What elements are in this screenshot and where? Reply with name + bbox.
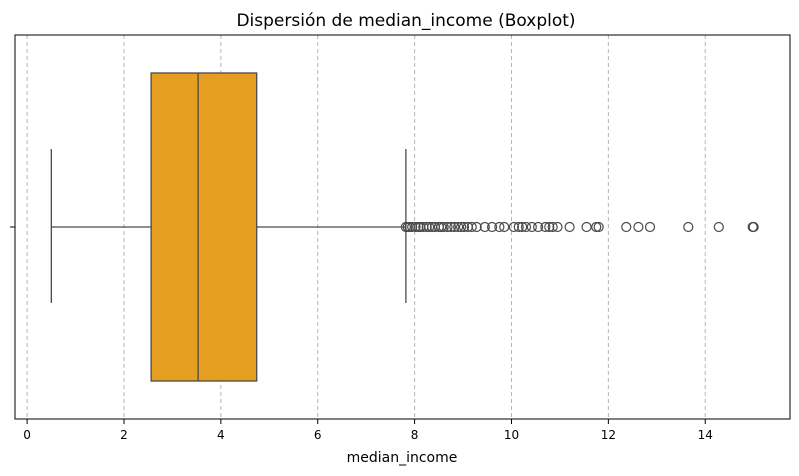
outlier-point [540, 221, 551, 233]
x-tick-label: 2 [120, 428, 128, 442]
outlier-point [526, 221, 537, 233]
x-tick-label: 6 [314, 428, 322, 442]
outlier-point [748, 221, 759, 233]
outlier-point [410, 221, 421, 233]
outlier-point [456, 221, 467, 233]
outlier-point [533, 221, 544, 233]
plot-area [50, 72, 759, 382]
outlier-point [591, 221, 602, 233]
outlier-point [644, 221, 656, 233]
outlier-point [544, 221, 555, 233]
outlier-point [499, 221, 510, 233]
outlier-point [683, 221, 694, 233]
outlier-point [487, 221, 498, 233]
outlier-point [407, 221, 418, 233]
x-tick-label: 14 [698, 428, 713, 442]
outlier-point [458, 221, 470, 233]
x-axis-label: median_income [347, 450, 458, 466]
outlier-point [442, 221, 453, 233]
outlier-point [479, 221, 490, 233]
outlier-point [513, 221, 524, 233]
outlier-point [438, 221, 449, 233]
outlier-point [445, 221, 457, 233]
iqr-box [150, 72, 258, 382]
x-axis: 0 2 4 6 8 10 12 14 [23, 419, 713, 442]
outlier-point [633, 221, 644, 233]
x-tick-label: 0 [23, 428, 31, 442]
outlier-point [581, 221, 592, 233]
outlier-point [713, 221, 724, 233]
outlier-point [547, 221, 558, 233]
outlier-point [508, 221, 520, 233]
outlier-point [466, 221, 477, 233]
outlier-point [494, 221, 505, 233]
outlier-point [449, 221, 460, 233]
outlier-point [453, 221, 464, 233]
x-tick-label: 10 [504, 428, 519, 442]
outlier-point [552, 221, 563, 233]
outlier-point [564, 221, 575, 233]
x-tick-label: 4 [217, 428, 225, 442]
x-tick-label: 8 [411, 428, 419, 442]
outlier-point [621, 221, 632, 233]
outlier-point [593, 221, 604, 233]
chart-title: Dispersión de median_income (Boxplot) [236, 11, 575, 31]
outlier-point [520, 221, 532, 233]
x-tick-label: 12 [601, 428, 616, 442]
outlier-point [424, 221, 435, 233]
outlier-point [421, 221, 432, 233]
outlier-point [517, 221, 528, 233]
outlier-point [471, 221, 482, 233]
outlier-point [436, 221, 447, 233]
